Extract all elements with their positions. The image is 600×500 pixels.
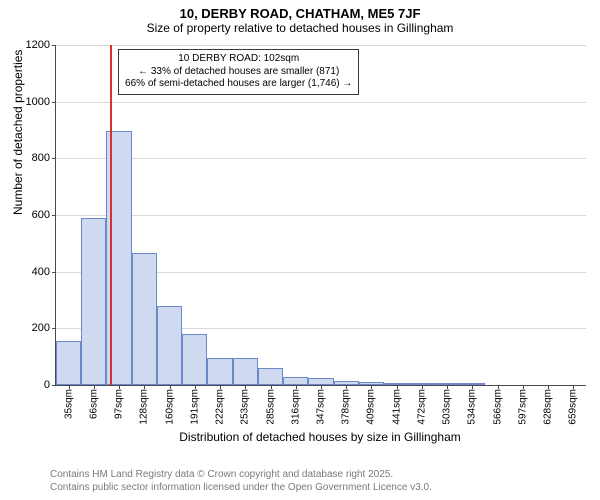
gridline (56, 158, 586, 159)
footer-attribution: Contains HM Land Registry data © Crown c… (50, 469, 432, 494)
title-sub: Size of property relative to detached ho… (0, 21, 600, 39)
ytick-mark (52, 102, 56, 103)
ytick-label: 1200 (26, 39, 50, 51)
xtick-label: 597sqm (517, 389, 528, 425)
xtick-mark (296, 385, 297, 389)
xtick-label: 191sqm (189, 389, 200, 425)
xtick-mark (548, 385, 549, 389)
ytick-label: 200 (32, 322, 50, 334)
gridline (56, 45, 586, 46)
histogram-bar (308, 378, 333, 385)
x-axis-label: Distribution of detached houses by size … (55, 430, 585, 444)
xtick-label: 66sqm (88, 389, 99, 419)
ytick-mark (52, 158, 56, 159)
xtick-label: 628sqm (543, 389, 554, 425)
xtick-mark (371, 385, 372, 389)
marker-box-line2: ← 33% of detached houses are smaller (87… (125, 66, 352, 79)
xtick-label: 659sqm (568, 389, 579, 425)
histogram-bar (182, 334, 207, 385)
ytick-label: 600 (32, 209, 50, 221)
marker-box-line1: 10 DERBY ROAD: 102sqm (125, 53, 352, 66)
histogram-bar (283, 377, 308, 386)
xtick-label: 347sqm (316, 389, 327, 425)
xtick-label: 441sqm (391, 389, 402, 425)
xtick-label: 566sqm (492, 389, 503, 425)
xtick-mark (271, 385, 272, 389)
footer-line1: Contains HM Land Registry data © Crown c… (50, 469, 432, 482)
xtick-mark (472, 385, 473, 389)
xtick-mark (245, 385, 246, 389)
xtick-label: 534sqm (467, 389, 478, 425)
xtick-label: 285sqm (265, 389, 276, 425)
xtick-label: 316sqm (290, 389, 301, 425)
gridline (56, 102, 586, 103)
xtick-mark (321, 385, 322, 389)
ytick-label: 0 (44, 379, 50, 391)
marker-info-box: 10 DERBY ROAD: 102sqm← 33% of detached h… (118, 49, 359, 95)
xtick-label: 409sqm (366, 389, 377, 425)
histogram-bar (81, 218, 106, 385)
gridline (56, 215, 586, 216)
xtick-mark (573, 385, 574, 389)
ytick-label: 1000 (26, 96, 50, 108)
histogram-bar (157, 306, 182, 385)
xtick-mark (422, 385, 423, 389)
xtick-label: 253sqm (240, 389, 251, 425)
xtick-mark (397, 385, 398, 389)
xtick-label: 128sqm (139, 389, 150, 425)
y-axis-label: Number of detached properties (11, 50, 25, 215)
ytick-label: 800 (32, 152, 50, 164)
xtick-mark (346, 385, 347, 389)
ytick-label: 400 (32, 266, 50, 278)
histogram-bar (132, 253, 157, 385)
histogram-bar (233, 358, 258, 385)
xtick-mark (170, 385, 171, 389)
ytick-mark (52, 45, 56, 46)
xtick-mark (523, 385, 524, 389)
ytick-mark (52, 272, 56, 273)
ytick-mark (52, 328, 56, 329)
footer-line2: Contains public sector information licen… (50, 482, 432, 495)
marker-box-line3: 66% of semi-detached houses are larger (… (125, 78, 352, 91)
plot-area: 02004006008001000120035sqm66sqm97sqm128s… (55, 45, 586, 386)
xtick-mark (94, 385, 95, 389)
xtick-mark (119, 385, 120, 389)
ytick-mark (52, 215, 56, 216)
chart-container: Number of detached properties 0200400600… (0, 40, 600, 440)
title-main: 10, DERBY ROAD, CHATHAM, ME5 7JF (0, 0, 600, 21)
xtick-label: 222sqm (215, 389, 226, 425)
xtick-mark (447, 385, 448, 389)
xtick-label: 97sqm (114, 389, 125, 419)
xtick-label: 35sqm (63, 389, 74, 419)
xtick-mark (144, 385, 145, 389)
histogram-bar (56, 341, 81, 385)
xtick-mark (220, 385, 221, 389)
marker-line (110, 45, 112, 385)
xtick-mark (69, 385, 70, 389)
xtick-label: 472sqm (416, 389, 427, 425)
xtick-mark (498, 385, 499, 389)
xtick-label: 160sqm (164, 389, 175, 425)
histogram-bar (258, 368, 283, 385)
xtick-mark (195, 385, 196, 389)
xtick-label: 503sqm (442, 389, 453, 425)
ytick-mark (52, 385, 56, 386)
xtick-label: 378sqm (341, 389, 352, 425)
histogram-bar (207, 358, 232, 385)
